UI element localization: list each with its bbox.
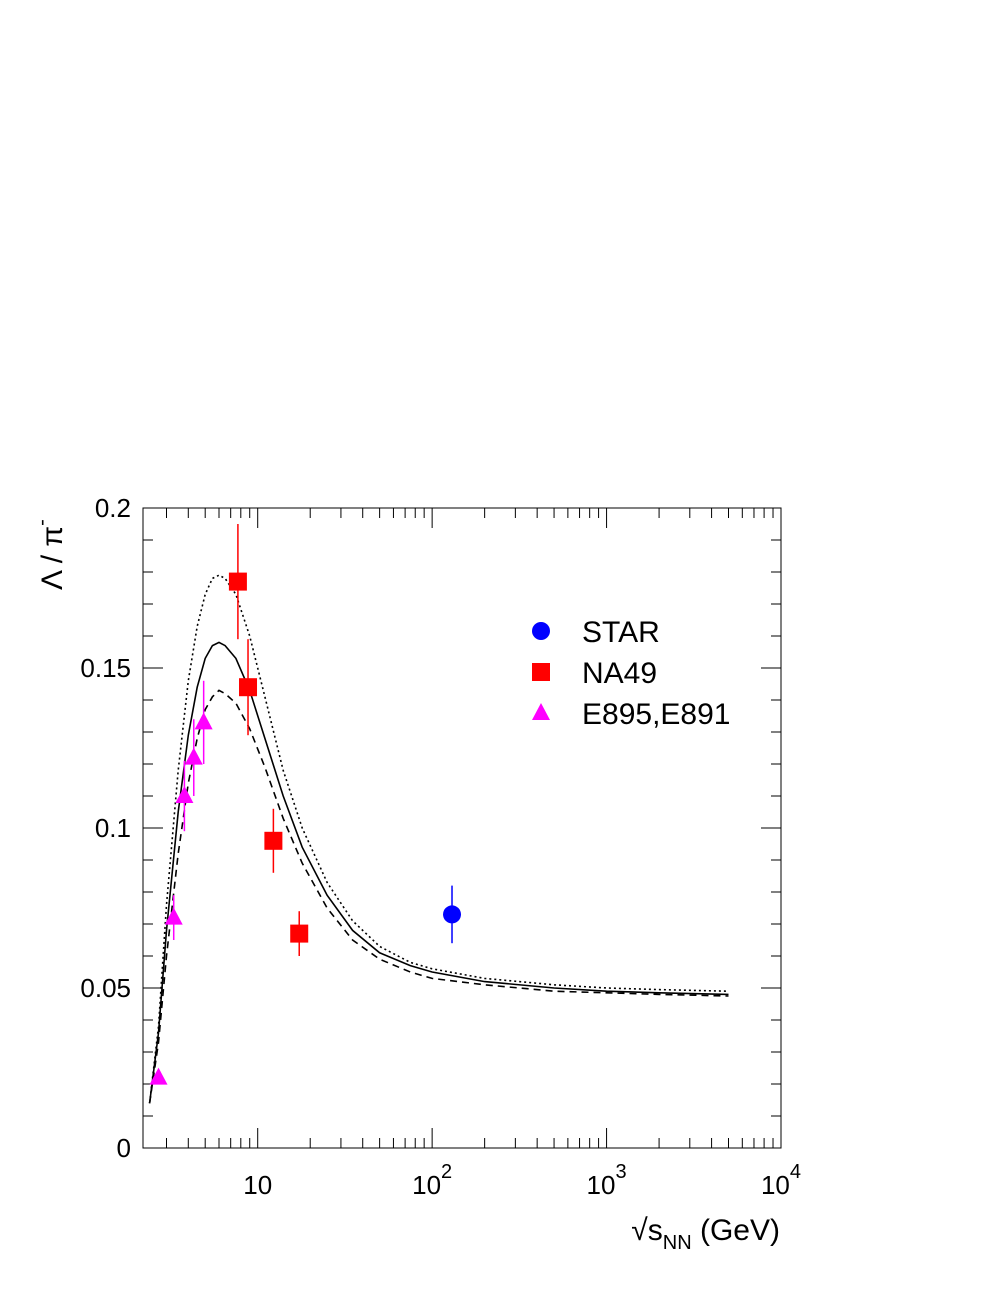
legend-marker bbox=[532, 703, 550, 720]
point-triangle bbox=[149, 1067, 168, 1085]
x-tick-label: 104 bbox=[761, 1161, 801, 1200]
point-triangle bbox=[175, 786, 194, 803]
y-axis-label: Λ / π- bbox=[31, 519, 69, 590]
axes: 0 0.05 0.1 0.15 0.2 10 102 103 104 bbox=[80, 493, 801, 1200]
point-triangle bbox=[194, 712, 213, 730]
y-axis-label-slash: / bbox=[36, 547, 69, 572]
point-square bbox=[264, 831, 283, 850]
point-square bbox=[239, 678, 258, 697]
x-axis-label-root: √ bbox=[631, 1214, 648, 1247]
y-tick-label: 0.1 bbox=[95, 813, 131, 843]
curve-solid bbox=[148, 641, 729, 1104]
y-tick-label: 0.2 bbox=[95, 493, 131, 523]
x-tick-label: 102 bbox=[412, 1161, 452, 1200]
legend-label: STAR bbox=[582, 616, 660, 649]
x-axis-label: √sNN (GeV) bbox=[631, 1214, 780, 1254]
point-triangle bbox=[184, 747, 203, 765]
data-points bbox=[149, 524, 462, 1085]
x-axis-label-base: s bbox=[648, 1214, 663, 1247]
point-circle bbox=[443, 905, 462, 924]
point-square bbox=[290, 924, 309, 943]
plot-frame bbox=[142, 507, 782, 1149]
legend-label: E895,E891 bbox=[582, 698, 730, 731]
curve-dotted bbox=[148, 574, 729, 1104]
legend-marker bbox=[532, 663, 550, 681]
y-axis-label-pi: π bbox=[36, 526, 69, 547]
x-tick-label: 10 bbox=[243, 1170, 272, 1200]
legend-label: NA49 bbox=[582, 657, 657, 690]
point-triangle bbox=[164, 907, 183, 925]
x-tick-label: 103 bbox=[587, 1161, 627, 1200]
curve-dashed bbox=[148, 689, 729, 1104]
y-tick-label: 0.05 bbox=[80, 973, 131, 1003]
y-tick-label: 0 bbox=[117, 1133, 131, 1163]
y-axis-label-lambda: Λ bbox=[36, 570, 69, 590]
legend: STAR NA49 E895,E891 bbox=[532, 616, 730, 731]
x-axis-label-sub: NN bbox=[663, 1232, 692, 1254]
y-tick-label: 0.15 bbox=[80, 653, 131, 683]
legend-marker bbox=[532, 622, 550, 640]
x-axis-label-unit: (GeV) bbox=[692, 1214, 780, 1247]
point-square bbox=[228, 572, 247, 591]
y-axis-label-sup: - bbox=[31, 519, 53, 526]
model-curves bbox=[148, 574, 729, 1104]
